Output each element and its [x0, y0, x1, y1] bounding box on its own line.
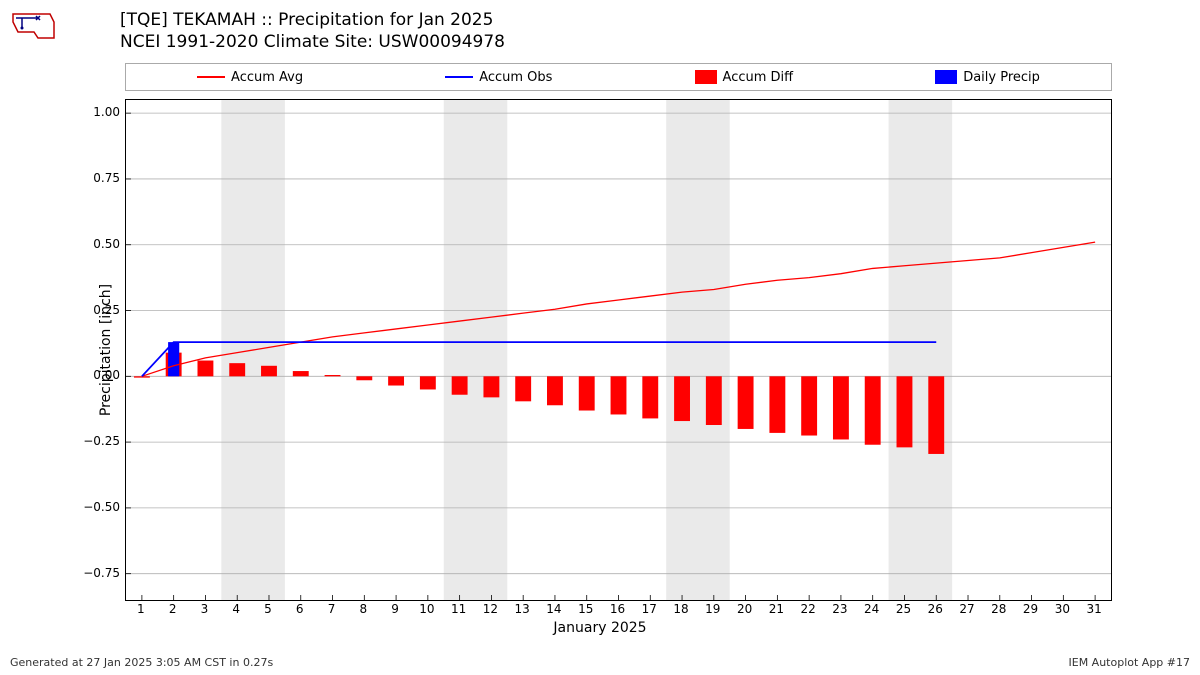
y-tick-label: 1.00: [70, 105, 120, 119]
legend-swatch: [695, 70, 717, 84]
legend: Accum Avg Accum Obs Accum Diff Daily Precip: [125, 63, 1112, 91]
x-tick-label: 6: [296, 602, 304, 616]
x-tick-label: 5: [264, 602, 272, 616]
x-tick-label: 15: [578, 602, 593, 616]
x-tick-label: 27: [959, 602, 974, 616]
x-tick-label: 18: [673, 602, 688, 616]
x-tick-label: 10: [419, 602, 434, 616]
y-tick-label: −0.50: [70, 500, 120, 514]
legend-item: Daily Precip: [935, 70, 1040, 85]
plot-area: [125, 99, 1112, 601]
x-tick-label: 11: [451, 602, 466, 616]
x-tick-label: 19: [705, 602, 720, 616]
x-tick-label: 31: [1086, 602, 1101, 616]
x-tick-label: 29: [1023, 602, 1038, 616]
legend-item: Accum Avg: [197, 70, 303, 85]
footer-generated: Generated at 27 Jan 2025 3:05 AM CST in …: [10, 656, 273, 669]
x-tick-label: 3: [201, 602, 209, 616]
y-tick-label: 0.00: [70, 368, 120, 382]
x-tick-label: 23: [832, 602, 847, 616]
legend-label: Accum Obs: [479, 70, 552, 85]
x-tick-label: 28: [991, 602, 1006, 616]
x-tick-label: 1: [137, 602, 145, 616]
x-tick-label: 20: [737, 602, 752, 616]
y-tick-label: −0.75: [70, 566, 120, 580]
x-tick-label: 25: [896, 602, 911, 616]
y-tick-label: −0.25: [70, 434, 120, 448]
x-tick-label: 12: [483, 602, 498, 616]
x-tick-label: 2: [169, 602, 177, 616]
legend-swatch: [197, 76, 225, 78]
x-tick-label: 16: [610, 602, 625, 616]
x-tick-label: 9: [391, 602, 399, 616]
x-tick-label: 26: [928, 602, 943, 616]
x-tick-label: 24: [864, 602, 879, 616]
x-tick-label: 8: [359, 602, 367, 616]
legend-swatch: [445, 76, 473, 78]
legend-item: Accum Obs: [445, 70, 552, 85]
iem-logo: [8, 8, 58, 44]
x-tick-label: 14: [546, 602, 561, 616]
x-tick-label: 22: [801, 602, 816, 616]
x-tick-label: 30: [1055, 602, 1070, 616]
chart-title: [TQE] TEKAMAH :: Precipitation for Jan 2…: [120, 10, 493, 30]
x-tick-label: 7: [328, 602, 336, 616]
chart-subtitle: NCEI 1991-2020 Climate Site: USW00094978: [120, 32, 505, 52]
y-tick-label: 0.50: [70, 237, 120, 251]
legend-swatch: [935, 70, 957, 84]
x-tick-label: 17: [642, 602, 657, 616]
legend-label: Daily Precip: [963, 70, 1040, 85]
x-tick-label: 4: [232, 602, 240, 616]
x-tick-label: 13: [515, 602, 530, 616]
legend-item: Accum Diff: [695, 70, 794, 85]
legend-label: Accum Diff: [723, 70, 794, 85]
y-tick-label: 0.25: [70, 303, 120, 317]
x-tick-label: 21: [769, 602, 784, 616]
footer-app: IEM Autoplot App #17: [1069, 656, 1191, 669]
y-tick-label: 0.75: [70, 171, 120, 185]
legend-label: Accum Avg: [231, 70, 303, 85]
x-axis-label: January 2025: [0, 620, 1200, 636]
